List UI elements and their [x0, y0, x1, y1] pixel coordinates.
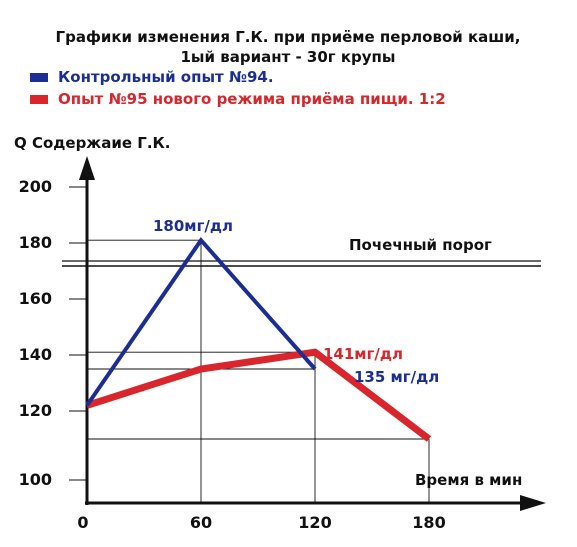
legend-swatch-experiment — [30, 95, 48, 104]
x-tick-label: 120 — [298, 513, 331, 532]
series-line-experiment — [85, 348, 432, 442]
tick-labels: 100 120 140 160 180 200 0 60 120 180 — [19, 177, 446, 532]
threshold-label: Почечный порог — [349, 236, 492, 254]
y-tick-label: 160 — [19, 289, 52, 308]
legend: Контрольный опыт №94. Опыт №95 нового ре… — [30, 68, 446, 108]
y-tick-label: 100 — [19, 470, 52, 489]
y-tick-label: 120 — [19, 401, 52, 420]
chart-title-line1: Графики изменения Г.К. при приёме перлов… — [56, 28, 521, 46]
x-axis-label: Время в мин — [415, 471, 522, 489]
value-annotation: 135 мг/дл — [354, 368, 439, 386]
legend-label-experiment: Опыт №95 нового режима приёма пищи. 1:2 — [58, 90, 446, 108]
series-line-control — [85, 236, 317, 407]
legend-swatch-control — [30, 73, 48, 82]
threshold: Почечный порог — [62, 236, 541, 267]
chart-title-line2: 1ый вариант - 30г крупы — [180, 48, 395, 66]
y-tick-label: 140 — [19, 345, 52, 364]
value-annotation: 180мг/дл — [153, 217, 233, 235]
x-axis-arrow — [520, 495, 546, 511]
y-tick-label: 180 — [19, 233, 52, 252]
y-axis-arrow — [79, 156, 95, 180]
axes — [79, 156, 546, 511]
x-tick-label: 60 — [190, 513, 212, 532]
x-tick-label: 180 — [412, 513, 445, 532]
series-lines — [85, 236, 432, 442]
y-axis-label: Q Содержаие Г.К. — [14, 134, 170, 152]
value-annotation: 141мг/дл — [323, 345, 403, 363]
legend-label-control: Контрольный опыт №94. — [58, 68, 274, 86]
annotations: 180мг/дл 141мг/дл 135 мг/дл — [153, 217, 439, 386]
y-tick-label: 200 — [19, 177, 52, 196]
x-tick-label: 0 — [77, 513, 88, 532]
